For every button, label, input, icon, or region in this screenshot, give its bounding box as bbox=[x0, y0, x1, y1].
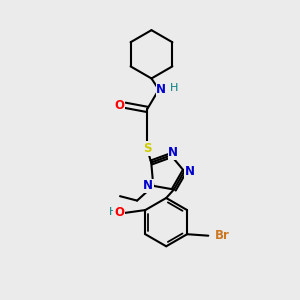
Text: H: H bbox=[109, 207, 118, 217]
Text: N: N bbox=[168, 146, 178, 160]
Text: H: H bbox=[170, 83, 178, 93]
Text: Br: Br bbox=[215, 229, 230, 242]
Text: S: S bbox=[143, 142, 151, 155]
Text: O: O bbox=[115, 99, 125, 112]
Text: O: O bbox=[114, 206, 124, 219]
Text: N: N bbox=[185, 165, 195, 178]
Text: N: N bbox=[143, 179, 153, 192]
Text: N: N bbox=[156, 83, 166, 96]
